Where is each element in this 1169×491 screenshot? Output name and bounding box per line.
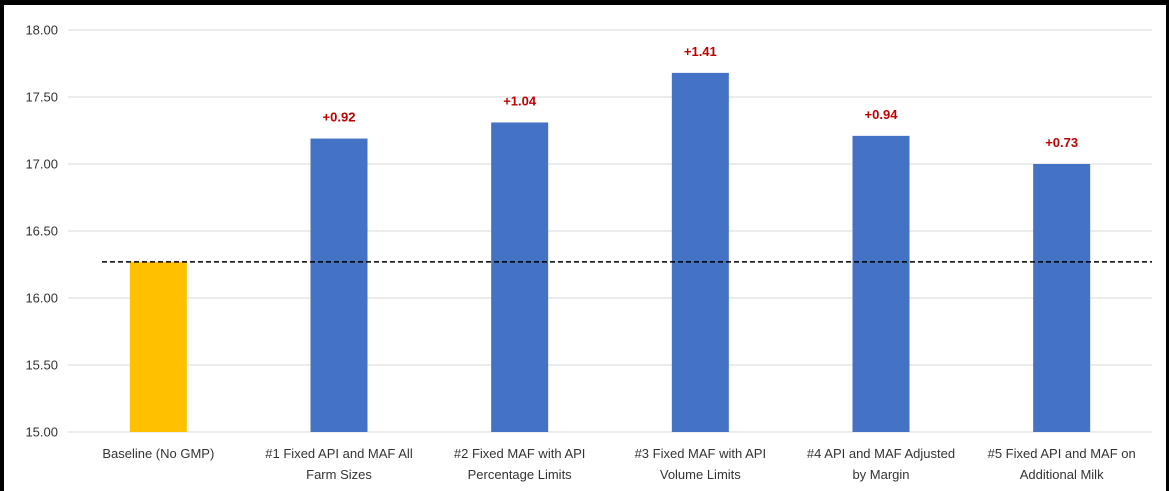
bar [129,261,187,432]
y-tick-label: 16.50 [25,224,58,239]
y-tick-label: 15.50 [25,358,58,373]
data-labels: +0.92 +1.04 +1.41 +0.94 +0.73 [323,44,1079,150]
y-tick-label: 15.00 [25,425,58,440]
y-tick-label: 17.50 [25,90,58,105]
x-category-label: by Margin [852,467,909,482]
data-label: +1.04 [503,93,537,108]
y-tick-label: 17.00 [25,157,58,172]
x-category-label: Volume Limits [660,467,741,482]
bar [671,72,729,432]
x-category-label: Baseline (No GMP) [102,446,214,461]
data-label: +0.73 [1045,135,1078,150]
bar [491,122,549,433]
x-category-label: #1 Fixed API and MAF All [265,446,413,461]
data-label: +0.94 [865,107,899,122]
x-category-label: #2 Fixed MAF with API [454,446,586,461]
x-category-label: Percentage Limits [468,467,573,482]
x-category-label: #5 Fixed API and MAF on [988,446,1136,461]
y-tick-label: 16.00 [25,291,58,306]
x-axis: Baseline (No GMP) #1 Fixed API and MAF Al… [102,446,1135,482]
x-category-label: Farm Sizes [306,467,372,482]
bars [129,72,1091,433]
x-category-label: #4 API and MAF Adjusted [807,446,955,461]
data-label: +0.92 [323,110,356,125]
bar [1033,164,1091,432]
bar [310,138,368,433]
y-tick-label: 18.00 [25,23,58,38]
gridlines [68,29,1152,433]
x-category-label: #3 Fixed MAF with API [635,446,767,461]
bar [852,135,910,433]
data-label: +1.41 [684,44,717,59]
x-category-label: Additional Milk [1020,467,1104,482]
y-axis: 15.00 15.50 16.00 16.50 17.00 17.50 18.00 [25,23,58,440]
